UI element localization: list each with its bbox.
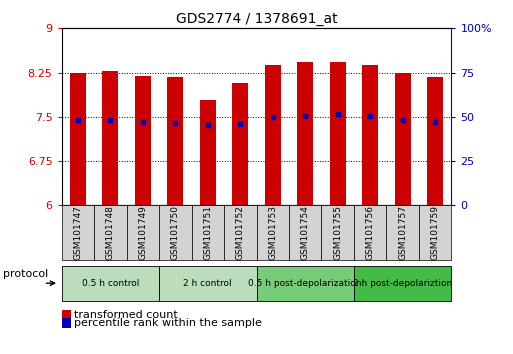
Bar — [362, 65, 378, 205]
Text: GSM101747: GSM101747 — [73, 205, 82, 260]
Bar — [297, 62, 313, 205]
Text: GSM101752: GSM101752 — [236, 205, 245, 260]
Text: 0.5 h post-depolarization: 0.5 h post-depolarization — [248, 279, 362, 288]
Text: GSM101751: GSM101751 — [203, 205, 212, 260]
Bar — [265, 65, 281, 205]
Text: GSM101750: GSM101750 — [171, 205, 180, 260]
Text: 0.5 h control: 0.5 h control — [82, 279, 139, 288]
Bar — [394, 73, 411, 205]
Text: GSM101753: GSM101753 — [268, 205, 277, 260]
Bar — [70, 73, 86, 205]
Text: GSM101756: GSM101756 — [366, 205, 374, 260]
Text: GSM101748: GSM101748 — [106, 205, 115, 260]
Text: GSM101757: GSM101757 — [398, 205, 407, 260]
Text: GSM101749: GSM101749 — [139, 205, 147, 260]
Text: transformed count: transformed count — [74, 310, 178, 320]
Text: GSM101754: GSM101754 — [301, 205, 310, 260]
Bar — [200, 100, 216, 205]
Text: 2 h post-depolariztion: 2 h post-depolariztion — [353, 279, 452, 288]
Title: GDS2774 / 1378691_at: GDS2774 / 1378691_at — [175, 12, 338, 26]
Text: GSM101755: GSM101755 — [333, 205, 342, 260]
Bar — [232, 83, 248, 205]
Text: 2 h control: 2 h control — [184, 279, 232, 288]
Bar — [167, 77, 183, 205]
Bar — [427, 77, 443, 205]
Bar — [134, 75, 151, 205]
Bar — [102, 71, 119, 205]
Text: GSM101759: GSM101759 — [431, 205, 440, 260]
Text: protocol: protocol — [3, 269, 48, 279]
Text: percentile rank within the sample: percentile rank within the sample — [74, 318, 262, 328]
Bar — [329, 62, 346, 205]
